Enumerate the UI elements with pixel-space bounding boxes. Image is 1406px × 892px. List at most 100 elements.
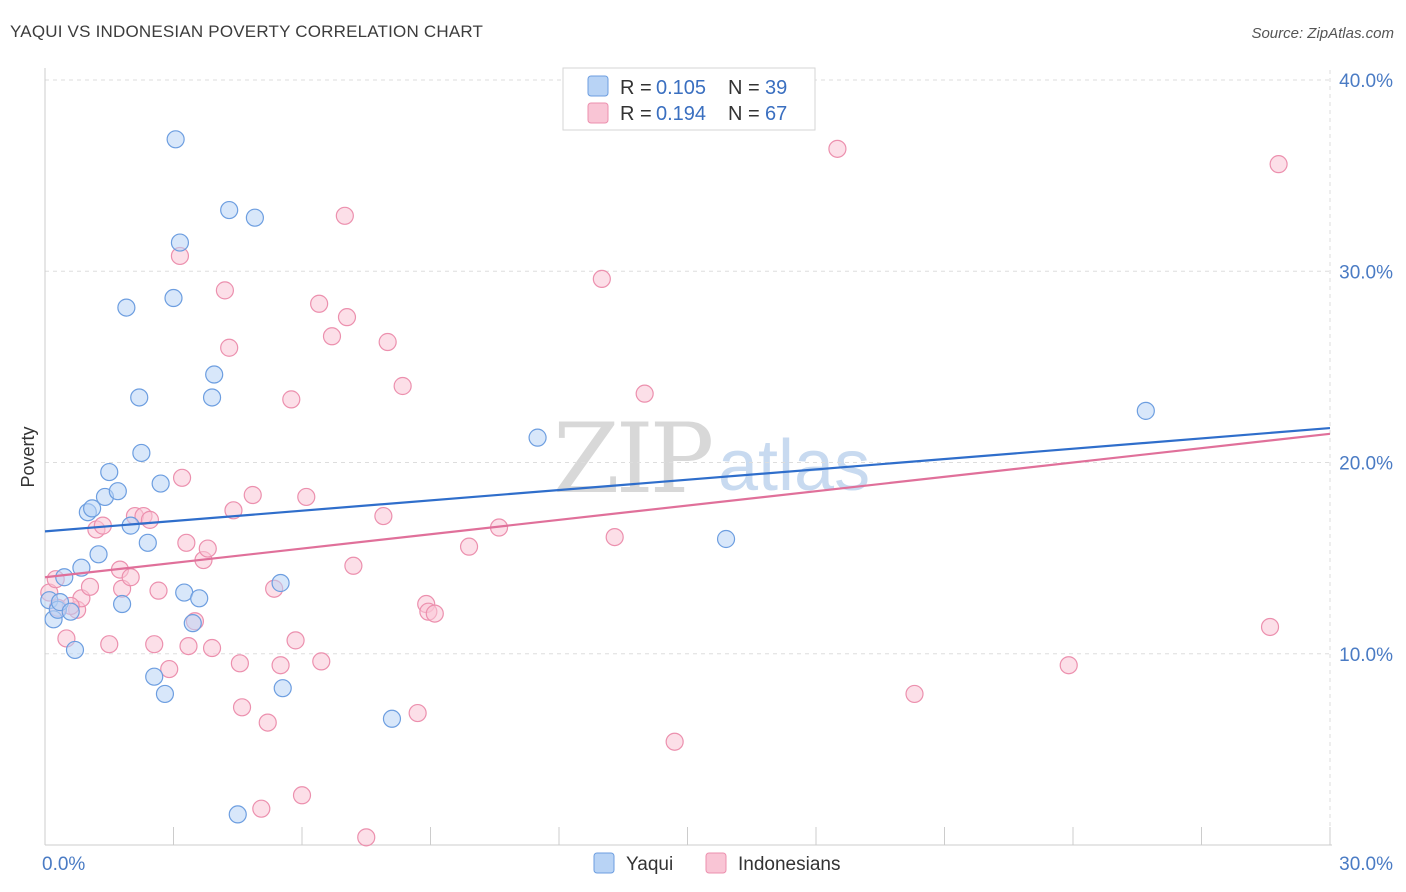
legend-r-value-yaqui: 0.105 [656, 77, 706, 99]
source-credit: Source: ZipAtlas.com [1251, 25, 1394, 42]
indonesians-point [230, 654, 249, 673]
indonesians-point [286, 631, 305, 650]
indonesians-point [665, 732, 684, 751]
indonesians-point [592, 269, 611, 288]
yaqui-point [117, 298, 136, 317]
y-tick-labels: 10.0% 20.0% 30.0% 40.0% [1339, 71, 1393, 666]
yaqui-point [170, 233, 190, 252]
indonesians-point [232, 698, 252, 717]
indonesians-point [1260, 617, 1280, 637]
indonesians-point [357, 828, 376, 847]
indonesians-point [312, 652, 331, 671]
yaqui-point [190, 589, 209, 608]
yaqui-point [61, 602, 80, 621]
indonesians-point [149, 581, 168, 600]
chart-title: YAQUI VS INDONESIAN POVERTY CORRELATION … [10, 22, 484, 41]
yaqui-point [89, 545, 108, 564]
indonesians-point [374, 506, 393, 526]
indonesians-trend-line [44, 432, 1331, 579]
bottom-legend-label-indonesians[interactable]: Indonesians [738, 854, 840, 875]
indonesians-point [220, 338, 239, 357]
legend-swatch-yaqui [587, 75, 609, 97]
yaqui-point [100, 462, 119, 482]
yaqui-point [716, 529, 736, 549]
indonesians-point [393, 376, 412, 396]
y-tick-label: 30.0% [1339, 262, 1393, 283]
indonesians-point [100, 635, 119, 654]
indonesians-point [271, 656, 290, 675]
legend-n-value-indonesians: 67 [765, 103, 787, 125]
yaqui-point [145, 667, 164, 686]
legend-r-value-indonesians: 0.194 [656, 103, 706, 125]
yaqui-point [65, 640, 85, 660]
yaqui-point [151, 474, 170, 493]
bottom-legend-label-yaqui[interactable]: Yaqui [626, 854, 673, 875]
yaqui-point [220, 200, 239, 220]
y-axis-label: Poverty [18, 426, 38, 487]
indonesians-point [378, 332, 397, 352]
legend-n-value-yaqui: 39 [765, 77, 787, 99]
indonesians-point [243, 485, 262, 505]
indonesians-point [1269, 155, 1288, 174]
x-tick-label: 30.0% [1339, 854, 1393, 875]
y-tick-label: 10.0% [1339, 645, 1393, 666]
bottom-legend-swatch-yaqui[interactable] [593, 852, 615, 874]
indonesians-point [335, 206, 354, 225]
x-tick-label: 0.0% [42, 854, 85, 875]
yaqui-trend-line [44, 426, 1331, 533]
y-tick-label: 20.0% [1339, 454, 1393, 475]
indonesians-point [310, 294, 329, 313]
legend-r-label-indonesians: R = [620, 103, 657, 125]
indonesians-point [140, 510, 160, 529]
watermark-zip: ZIP [553, 403, 712, 515]
yaqui-point [273, 679, 292, 698]
legend-n-label-yaqui: N = [728, 77, 765, 99]
yaqui-point [132, 443, 151, 463]
indonesians-point [1059, 656, 1078, 675]
indonesians-point [408, 703, 427, 723]
indonesians-point [297, 487, 316, 507]
yaqui-points [40, 130, 1155, 824]
yaqui-point [528, 428, 547, 447]
x-tick-labels: 0.0% 30.0% [42, 854, 1393, 875]
legend-r-label-yaqui: R = [620, 77, 657, 99]
indonesians-point [121, 568, 140, 587]
indonesians-point [172, 468, 192, 487]
series-legend: Yaqui Indonesians [593, 852, 840, 875]
indonesians-point [198, 539, 217, 558]
yaqui-point [228, 805, 247, 824]
indonesians-point [425, 604, 444, 623]
legend-swatch-indonesians [587, 102, 609, 124]
trend-lines [44, 426, 1331, 579]
indonesians-point [252, 799, 271, 818]
y-tick-label: 40.0% [1339, 71, 1393, 92]
indonesians-point [905, 684, 924, 704]
yaqui-point [164, 288, 183, 308]
indonesians-point [605, 527, 624, 547]
indonesians-point [224, 501, 243, 520]
indonesians-point [337, 308, 357, 327]
indonesians-point [215, 281, 234, 300]
stats-legend: R = 0.105 N = 39 R = 0.194 N = 67 [562, 67, 816, 131]
indonesians-point [177, 533, 196, 552]
yaqui-point [202, 388, 222, 407]
yaqui-point [166, 130, 185, 149]
yaqui-point [112, 594, 132, 614]
indonesians-point [322, 327, 342, 346]
yaqui-point [382, 709, 402, 728]
indonesians-point [145, 635, 164, 654]
bottom-legend-swatch-indonesians[interactable] [705, 852, 727, 874]
watermark: ZIP atlas [553, 403, 870, 515]
yaqui-point [245, 208, 264, 227]
yaqui-point [183, 614, 202, 633]
yaqui-point [83, 499, 102, 518]
indonesians-point [828, 139, 847, 158]
indonesians-point [635, 384, 654, 403]
indonesians-point [292, 786, 312, 805]
indonesians-point [344, 556, 363, 575]
yaqui-point [108, 482, 127, 501]
indonesians-point [282, 390, 301, 409]
indonesians-point [160, 659, 179, 679]
legend-n-label-indonesians: N = [728, 103, 765, 125]
